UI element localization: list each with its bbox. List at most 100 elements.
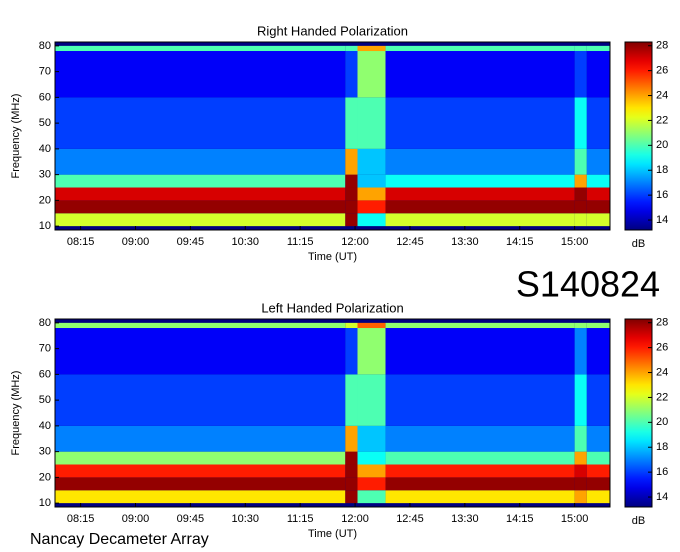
heatmap-cell	[385, 374, 575, 426]
heatmap-cell	[345, 328, 358, 375]
y-axis-label: Frequency (MHz)	[10, 94, 22, 179]
heatmap-cell	[385, 464, 575, 478]
heatmap-cell	[385, 51, 575, 98]
x-axis-label: Time (UT)	[308, 251, 357, 263]
heatmap-cell	[357, 451, 386, 465]
heatmap-cell	[574, 187, 587, 201]
footer: Nancay Decameter Array	[30, 531, 209, 548]
heatmap-cell	[345, 51, 358, 98]
heatmap-cell	[357, 148, 386, 175]
x-tick-label: 09:00	[122, 236, 150, 248]
heatmap-cell	[345, 490, 358, 504]
heatmap-cell	[574, 51, 587, 98]
x-tick-label: 15:00	[561, 513, 589, 525]
heatmap-cell	[385, 490, 575, 504]
heatmap-cell	[574, 148, 587, 175]
heatmap-cell	[357, 322, 386, 329]
colorbar-tick-label: 14	[656, 214, 668, 226]
heatmap-cell	[574, 174, 587, 188]
heatmap-cell	[385, 148, 575, 175]
y-tick-label: 80	[39, 317, 51, 329]
heatmap-cell	[55, 374, 346, 426]
colorbar-tick-label: 24	[656, 89, 668, 101]
colorbar-tick-label: 26	[656, 65, 668, 77]
heatmap-cell	[345, 45, 358, 52]
heatmap-cell	[385, 328, 575, 375]
colorbar	[624, 318, 653, 508]
heatmap-cell	[55, 45, 346, 52]
x-tick-label: 12:00	[341, 236, 369, 248]
x-tick-label: 12:45	[396, 236, 424, 248]
heatmap-cell	[357, 200, 386, 214]
heatmap-cell	[586, 148, 610, 175]
heatmap-cell	[574, 374, 587, 426]
heatmap-cell	[345, 148, 358, 175]
heatmap-cell	[55, 148, 346, 175]
x-tick-label: 09:45	[177, 513, 205, 525]
colorbar-tick-label: 28	[656, 317, 668, 329]
colorbar-label: dB	[632, 515, 645, 527]
heatmap-cell	[574, 451, 587, 465]
heatmap-cell	[357, 477, 386, 491]
y-tick-label: 20	[39, 194, 51, 206]
heatmap-cell	[55, 322, 346, 329]
colorbar-tick-label: 18	[656, 441, 668, 453]
x-tick-label: 09:00	[122, 513, 150, 525]
heatmap-cell	[586, 425, 610, 452]
heatmap-cell	[345, 200, 358, 214]
heatmap-cell	[55, 477, 346, 491]
x-tick-label: 10:30	[232, 236, 260, 248]
x-tick-label: 15:00	[561, 236, 589, 248]
heatmap-cell	[586, 51, 610, 98]
heatmap-cell	[574, 97, 587, 149]
y-tick-label: 40	[39, 143, 51, 155]
panel-title: Left Handed Polarization	[261, 300, 403, 315]
heatmap-cell	[55, 200, 346, 214]
heatmap-cell	[55, 425, 346, 452]
observation-id: S140824	[516, 264, 660, 305]
x-tick-label: 14:15	[506, 513, 534, 525]
heatmap-cell	[586, 97, 610, 149]
heatmap-cell	[574, 425, 587, 452]
x-tick-label: 14:15	[506, 236, 534, 248]
colorbar-tick-label: 24	[656, 366, 668, 378]
y-tick-label: 70	[39, 66, 51, 78]
plot-frame	[54, 41, 611, 231]
heatmap-cell	[586, 174, 610, 188]
heatmap-cell	[574, 490, 587, 504]
y-tick-label: 10	[39, 497, 51, 509]
heatmap-cell	[385, 322, 575, 329]
heatmap-cell	[574, 200, 587, 214]
x-tick-label: 12:00	[341, 513, 369, 525]
plot-frame	[54, 318, 611, 508]
y-tick-label: 50	[39, 394, 51, 406]
heatmap-cell	[574, 328, 587, 375]
heatmap-cell	[345, 477, 358, 491]
y-tick-label: 60	[39, 91, 51, 103]
heatmap-cell	[586, 451, 610, 465]
heatmap-cell	[574, 477, 587, 491]
colorbar-tick-label: 20	[656, 416, 668, 428]
heatmap-cell	[345, 425, 358, 452]
heatmap-cell	[55, 187, 346, 201]
heatmap-cell	[385, 213, 575, 227]
heatmap-cell	[357, 425, 386, 452]
x-axis-label: Time (UT)	[308, 528, 357, 540]
heatmap-cell	[357, 187, 386, 201]
heatmap-cell	[345, 451, 358, 465]
x-tick-label: 08:15	[67, 236, 95, 248]
colorbar-tick-label: 26	[656, 342, 668, 354]
y-tick-label: 30	[39, 169, 51, 181]
y-tick-label: 50	[39, 117, 51, 129]
heatmap-cell	[586, 213, 610, 227]
x-tick-label: 10:30	[232, 513, 260, 525]
heatmap-cell	[574, 45, 587, 52]
x-tick-label: 13:30	[451, 236, 479, 248]
heatmap-cell	[385, 425, 575, 452]
x-tick-label: 11:15	[287, 236, 314, 248]
colorbar-label: dB	[632, 238, 645, 250]
y-tick-label: 60	[39, 368, 51, 380]
colorbar-tick-label: 14	[656, 491, 668, 503]
y-tick-label: 40	[39, 420, 51, 432]
